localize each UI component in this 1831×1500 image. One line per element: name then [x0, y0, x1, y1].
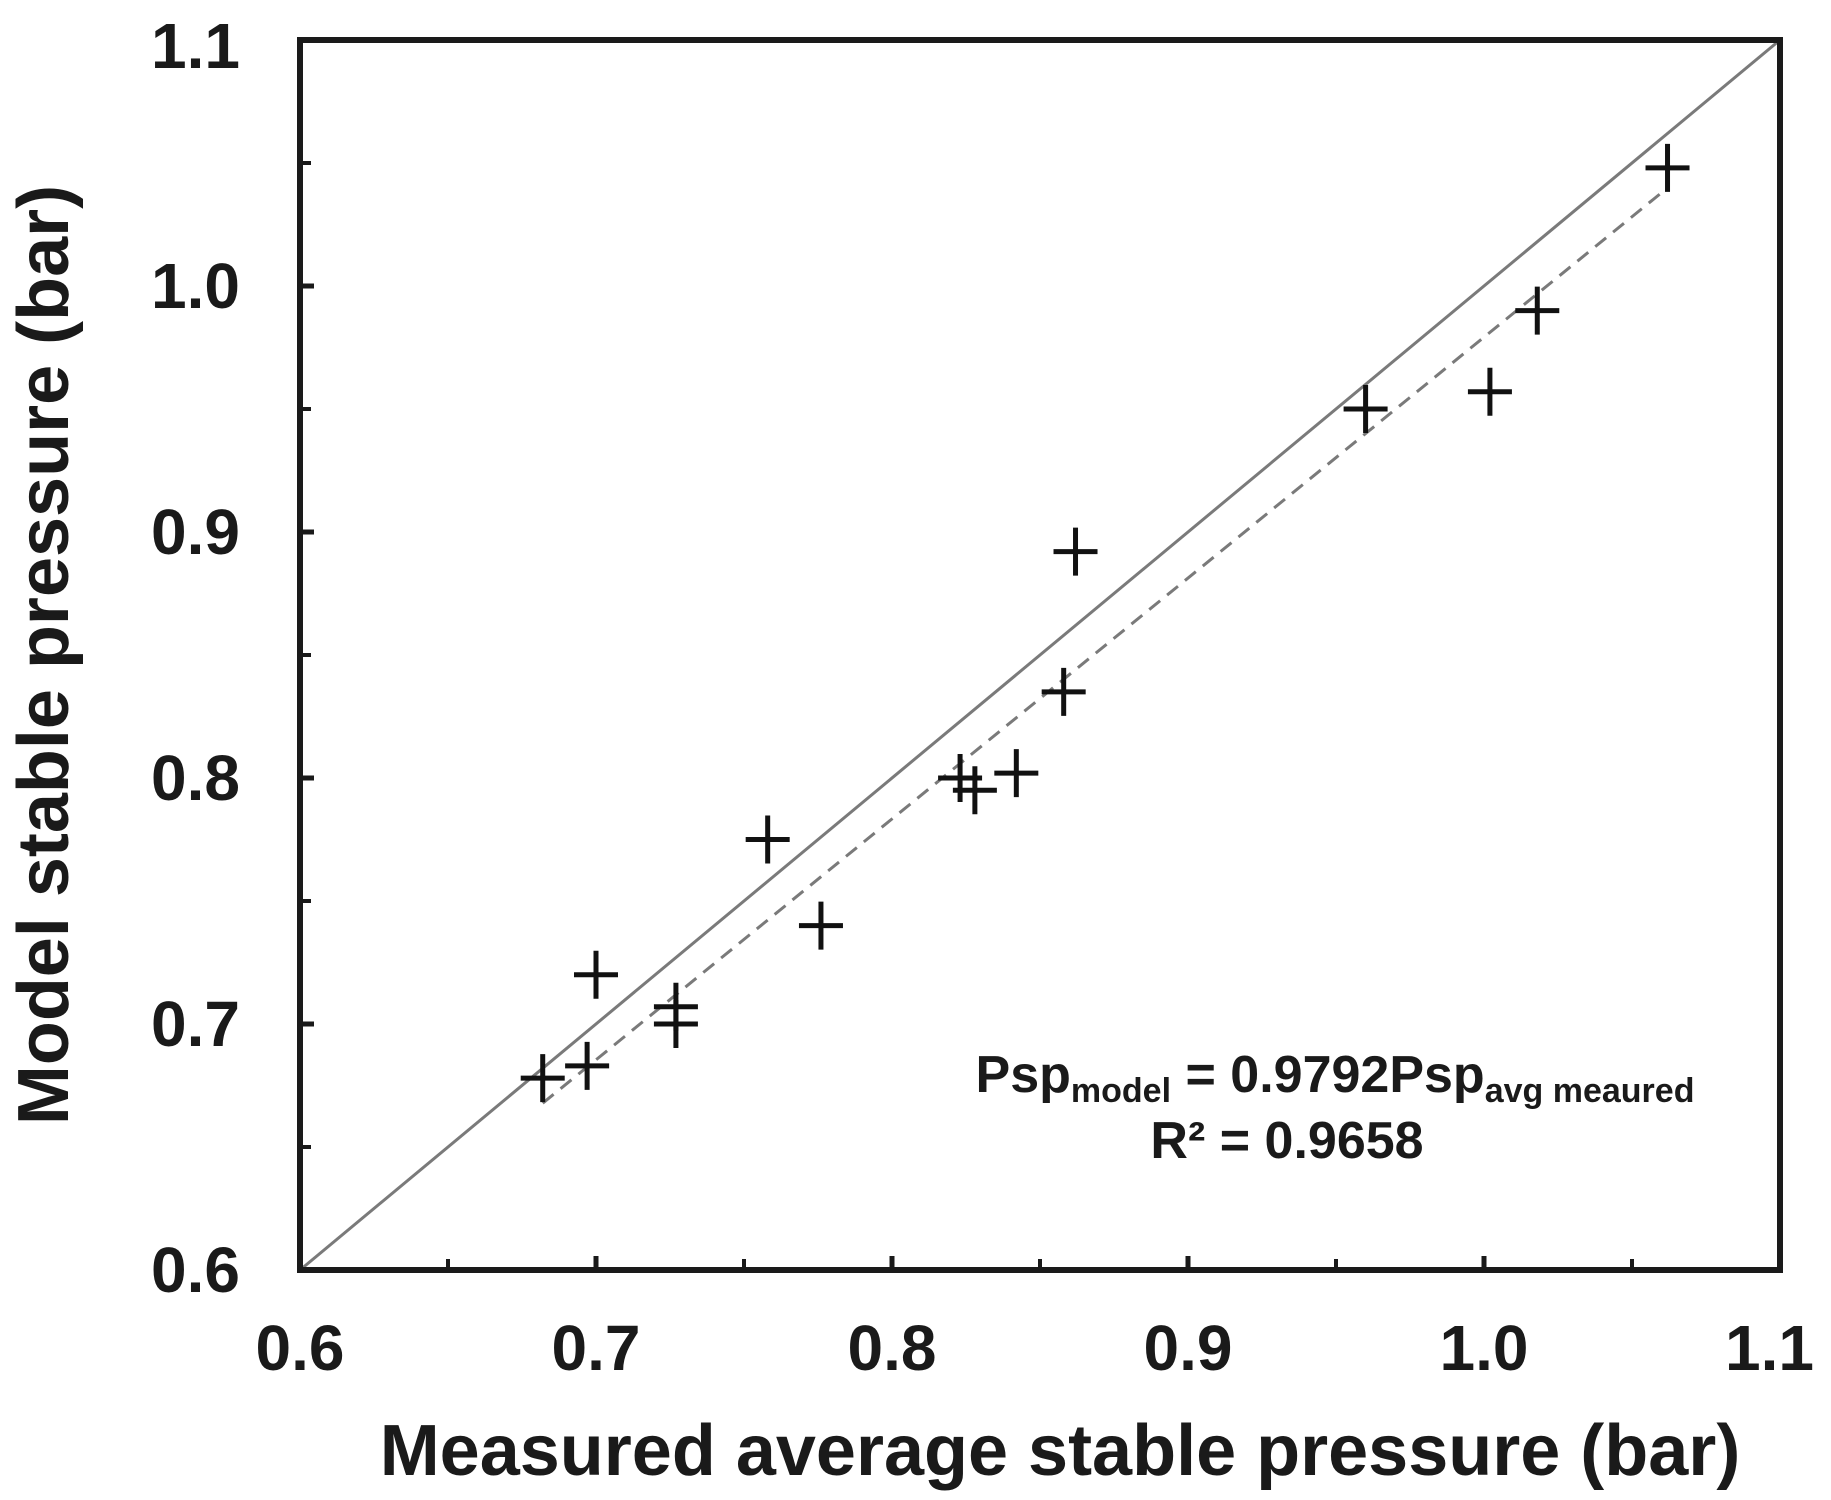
y-tick-label: 1.0 [151, 250, 240, 322]
data-point [1343, 385, 1388, 433]
x-tick-labels: 0.6 0.7 0.8 0.9 1.0 1.1 [256, 1312, 1814, 1384]
data-points [520, 143, 1690, 1103]
y-tick-label: 0.7 [151, 988, 240, 1060]
data-point [1645, 143, 1690, 192]
x-tick-label: 1.0 [1440, 1312, 1529, 1384]
data-point [745, 815, 790, 864]
data-point [1041, 667, 1086, 716]
data-point [520, 1054, 565, 1103]
regression-line [541, 186, 1669, 1105]
data-point [952, 766, 997, 815]
y-axis-title: Model stable pressure (bar) [4, 185, 84, 1125]
regression-equation: Pspmodel = 0.9792Pspavg meaured [976, 1046, 1695, 1110]
y-tick-label: 0.8 [151, 742, 240, 814]
reference-lines [299, 38, 1781, 1272]
one-to-one-line [299, 38, 1781, 1272]
data-point [574, 950, 618, 999]
x-tick-label: 0.7 [552, 1312, 641, 1384]
y-tick-label: 1.1 [151, 10, 240, 82]
y-tick-label: 0.6 [151, 1234, 240, 1306]
eq-sub-model: model [1071, 1072, 1171, 1110]
data-point [565, 1041, 610, 1090]
data-point [1467, 367, 1512, 416]
y-tick-labels: 0.6 0.7 0.8 0.9 1.0 1.1 [151, 10, 240, 1306]
r-squared-label: R² = 0.9658 [1150, 1112, 1423, 1170]
x-tick-label: 0.8 [848, 1312, 937, 1384]
data-point [1515, 286, 1560, 335]
data-point [653, 982, 698, 1031]
data-point [994, 749, 1039, 798]
plot-frame [297, 37, 1783, 1273]
eq-sub-measured: avg meaured [1485, 1072, 1695, 1110]
x-tick-label: 1.1 [1725, 1312, 1814, 1384]
data-point [1053, 527, 1098, 576]
eq-prefix: Psp [976, 1046, 1071, 1104]
x-tick-label: 0.9 [1144, 1312, 1233, 1384]
y-tick-label: 0.9 [151, 496, 240, 568]
x-tick-label: 0.6 [256, 1312, 345, 1384]
data-point [798, 901, 843, 950]
eq-middle: = 0.9792Psp [1171, 1046, 1485, 1104]
x-axis-title: Measured average stable pressure (bar) [380, 1411, 1741, 1491]
